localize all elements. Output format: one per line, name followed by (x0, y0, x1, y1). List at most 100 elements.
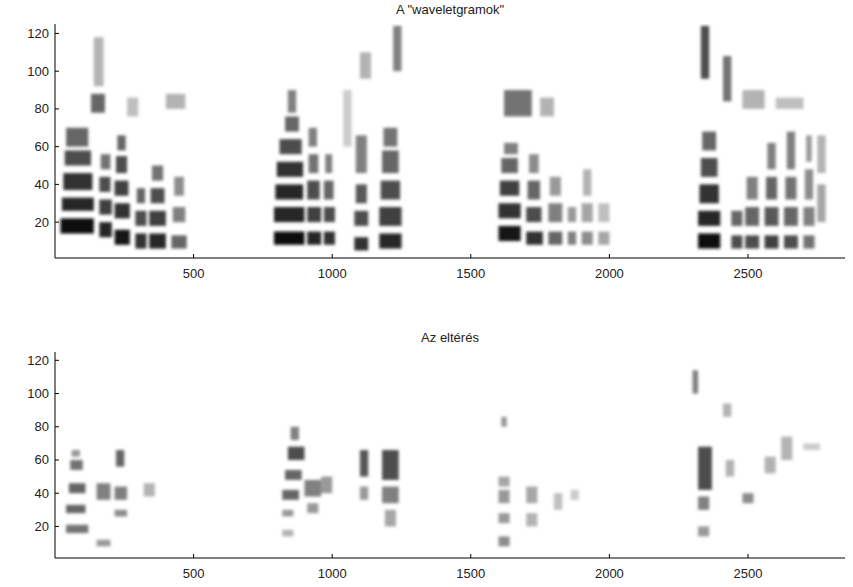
cell (379, 207, 401, 226)
cell (174, 177, 184, 196)
x-tick-label: 1500 (456, 266, 485, 281)
y-tick (55, 426, 59, 427)
cell (742, 493, 753, 503)
cell (765, 457, 776, 474)
cell (766, 177, 777, 200)
cell (723, 404, 731, 417)
cell (499, 477, 510, 487)
cell (698, 233, 720, 248)
y-tick (55, 360, 59, 361)
cell (582, 203, 593, 222)
cell (137, 188, 145, 203)
cell (784, 235, 798, 248)
y-tick-label: 100 (27, 386, 49, 401)
cell (135, 211, 146, 226)
y-tick-label: 80 (35, 101, 49, 116)
cell (548, 203, 562, 222)
y-tick (55, 33, 59, 34)
y-tick-label: 40 (35, 486, 49, 501)
cell (117, 135, 125, 150)
cell (66, 525, 88, 533)
cell (785, 177, 796, 200)
cell (99, 222, 111, 237)
x-tick (332, 254, 333, 258)
x-tick-label: 2000 (595, 266, 624, 281)
cell (765, 235, 779, 248)
y-tick-label: 40 (35, 177, 49, 192)
x-tick (470, 254, 471, 258)
cell (731, 235, 742, 248)
cell (63, 173, 92, 190)
cell (282, 530, 293, 537)
cell (540, 98, 554, 117)
y-tick (55, 184, 59, 185)
cell (571, 490, 579, 500)
cell (101, 154, 111, 169)
cell (382, 150, 399, 173)
cell (526, 513, 537, 526)
cell (274, 232, 304, 245)
cell (702, 132, 716, 151)
cell (787, 132, 795, 170)
cell (66, 128, 88, 147)
cell (116, 450, 124, 467)
cell (307, 181, 319, 200)
x-tick (193, 554, 194, 558)
y-tick (55, 71, 59, 72)
cell (99, 177, 110, 192)
cell (115, 230, 130, 245)
cell (309, 128, 317, 147)
cell (309, 154, 319, 173)
cell (97, 540, 111, 547)
cell (582, 232, 593, 245)
y-tick-label: 120 (27, 353, 49, 368)
cell (307, 232, 321, 245)
cell (499, 203, 521, 218)
cell (504, 143, 518, 154)
cell (62, 198, 94, 211)
cell (499, 490, 510, 503)
x-tick (332, 554, 333, 558)
cell (115, 181, 129, 196)
cell (817, 135, 825, 173)
cell (803, 235, 814, 248)
cell (698, 497, 709, 510)
y-tick (55, 222, 59, 223)
cell (91, 94, 105, 113)
y-tick (55, 526, 59, 527)
cell (528, 181, 540, 200)
x-tick-label: 500 (183, 566, 205, 581)
cell (499, 226, 521, 241)
x-tick-label: 2500 (734, 266, 763, 281)
y-tick (55, 146, 59, 147)
cell (500, 181, 519, 196)
cell (583, 169, 591, 195)
cell (817, 184, 825, 222)
y-axis (55, 24, 56, 258)
cell (554, 493, 562, 510)
x-tick (747, 554, 748, 558)
cell (275, 184, 303, 199)
y-tick-label: 20 (35, 215, 49, 230)
cell (151, 188, 165, 203)
x-tick-label: 1000 (318, 266, 347, 281)
y-tick (55, 108, 59, 109)
cell (745, 235, 759, 248)
cell (742, 90, 764, 109)
cell (324, 232, 335, 245)
cell (291, 427, 299, 440)
cell (166, 94, 185, 109)
cell (568, 232, 576, 245)
cell (354, 237, 368, 250)
cell (116, 156, 127, 173)
x-tick (609, 554, 610, 558)
cell (61, 218, 94, 233)
cell (731, 211, 742, 226)
cell (304, 480, 321, 497)
cell (781, 437, 792, 460)
cell (776, 98, 804, 109)
y-tick-label: 100 (27, 64, 49, 79)
cell (94, 37, 104, 86)
cell (806, 135, 812, 161)
cell (307, 207, 321, 222)
